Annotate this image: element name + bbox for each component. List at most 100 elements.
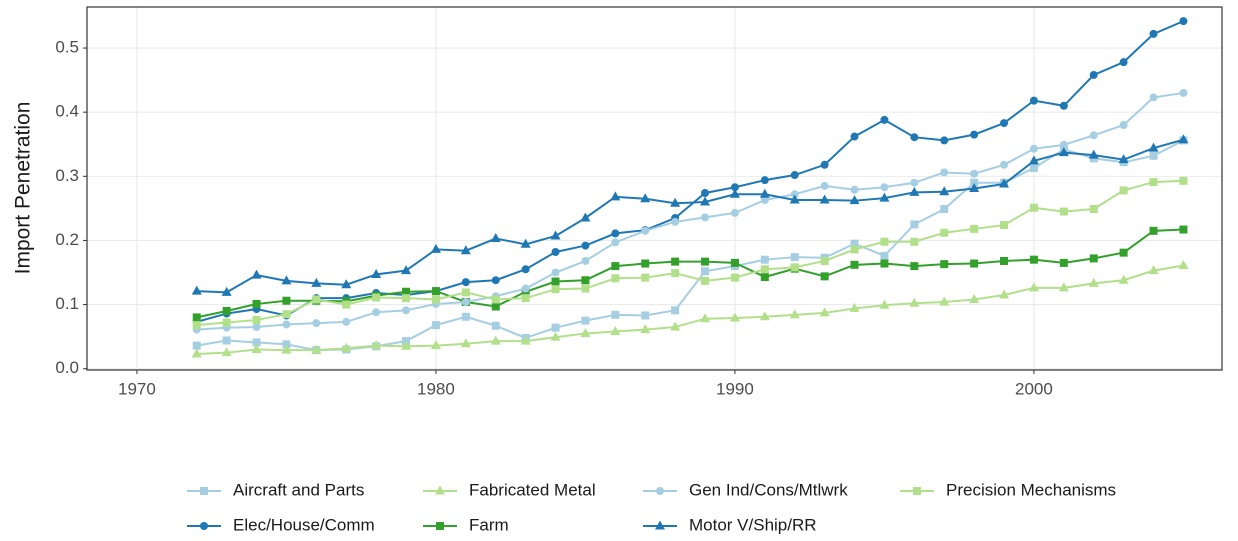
marker [581,241,590,250]
marker [461,312,470,321]
marker [251,343,262,353]
marker [1088,149,1099,159]
marker [402,306,411,315]
marker [1118,154,1129,164]
marker [342,317,351,326]
marker [879,192,890,202]
marker [1149,29,1158,38]
series-line [196,138,1184,294]
marker [880,237,889,246]
legend-label: Gen Ind/Cons/Mtlwrk [689,480,848,499]
marker [401,265,412,275]
marker [701,267,710,276]
marker [1148,142,1159,152]
marker [729,188,740,198]
marker [490,233,501,243]
legend-key-marker [913,487,921,495]
marker [1178,259,1189,269]
series-line [196,264,1184,355]
series-line [196,91,1184,331]
marker [1179,225,1188,234]
marker [670,197,681,207]
marker [880,115,889,124]
marker [550,230,561,240]
marker [999,178,1010,188]
marker [849,302,860,312]
marker [940,205,949,214]
marker [611,274,620,283]
marker [580,327,591,337]
x-tick-label: 2000 [1015,379,1053,398]
marker [760,255,769,264]
marker [221,286,232,296]
marker [850,245,859,254]
marker [1179,17,1188,26]
marker [491,295,500,304]
marker [970,178,979,187]
marker [311,344,322,354]
marker [281,344,292,354]
marker [611,238,620,247]
marker [611,229,620,238]
marker [969,293,980,303]
marker [641,273,650,282]
marker [252,315,261,324]
marker [819,307,830,317]
marker [550,331,561,341]
marker [491,276,500,285]
marker [671,217,680,226]
marker [640,324,651,334]
marker [759,311,770,321]
marker [1000,256,1009,265]
marker [222,336,231,345]
marker [970,130,979,139]
marker [610,191,621,201]
marker [252,323,261,332]
marker [910,262,919,271]
marker [1029,144,1038,153]
marker [700,196,711,206]
marker [581,256,590,265]
marker [402,294,411,303]
legend-label: Elec/House/Comm [233,515,375,534]
legend-key-marker [656,487,664,495]
marker [192,321,201,330]
marker [1059,101,1068,110]
marker [701,213,710,222]
marker [222,318,231,327]
marker [192,341,201,350]
marker [611,310,620,319]
marker [970,259,979,268]
marker [431,295,440,304]
marker [1149,178,1158,187]
marker [341,279,352,289]
marker [1058,147,1069,157]
marker [1000,119,1009,128]
marker [371,268,382,278]
marker [850,260,859,269]
marker [1149,93,1158,102]
marker [460,338,471,348]
marker [611,262,620,271]
marker [790,171,799,180]
marker [790,253,799,262]
marker [939,186,950,196]
x-tick-label: 1970 [118,379,156,398]
marker [910,237,919,246]
marker [760,273,769,282]
marker [850,132,859,141]
marker [1179,176,1188,185]
marker [1088,277,1099,287]
marker [671,257,680,266]
marker [520,238,531,248]
marker [251,269,262,279]
marker [910,220,919,229]
marker [730,258,739,267]
marker [909,186,920,196]
marker [461,288,470,297]
marker [1029,255,1038,264]
marker [581,316,590,325]
marker [401,340,412,350]
marker [491,302,500,311]
series-line [196,20,1184,323]
